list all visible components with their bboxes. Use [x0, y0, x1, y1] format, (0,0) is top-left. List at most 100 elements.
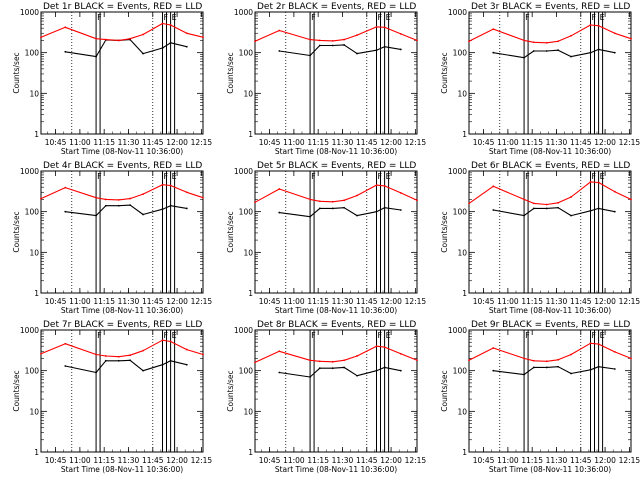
lld-data-point: [416, 199, 418, 202]
events-data-point: [104, 359, 107, 362]
y-tick-label: 10: [29, 407, 39, 416]
marker-E: E: [170, 12, 177, 134]
x-tick-label: 11:30: [546, 138, 568, 147]
events-data-point: [331, 367, 334, 370]
plot-frame: [468, 170, 632, 294]
x-tick-label: 11:30: [546, 297, 568, 306]
events-data-point: [185, 207, 188, 210]
lld-data-point: [597, 181, 600, 184]
marker-F: F: [309, 12, 316, 134]
lld-data-point: [104, 38, 107, 41]
x-tick-label: 12:00: [594, 297, 616, 306]
marker-F: F: [523, 12, 530, 134]
x-tick-label: 11:45: [356, 456, 378, 465]
marker-F: F: [376, 171, 383, 293]
x-tick-label: 12:00: [594, 138, 616, 147]
lld-data-point: [545, 360, 548, 363]
x-tick-label: 10:45: [259, 138, 281, 147]
marker-label: F: [378, 172, 383, 181]
lld-data-point: [630, 37, 632, 40]
y-tick-label: 10: [29, 248, 39, 257]
lld-data-point: [570, 353, 572, 356]
lld-data-point: [161, 22, 164, 25]
lld-data-point: [383, 26, 386, 29]
events-data-point: [570, 55, 572, 58]
lld-data-point: [64, 342, 67, 345]
plot-frame: [254, 170, 418, 294]
y-axis-title: Counts/sec: [440, 370, 449, 411]
y-axis-title: Counts/sec: [12, 52, 21, 93]
lld-data-point: [104, 355, 107, 357]
marker-F: F: [590, 330, 597, 452]
marker-label: E: [172, 13, 177, 22]
y-tick-label: 100: [453, 367, 468, 376]
events-series-line: [65, 39, 187, 58]
marker-F: F: [309, 171, 316, 293]
y-tick-label: 10: [29, 89, 39, 98]
y-tick-label: 1000: [234, 326, 253, 335]
marker-F: F: [376, 330, 383, 452]
x-tick-label: 10:45: [259, 456, 281, 465]
x-tick-label: 11:45: [356, 297, 378, 306]
x-tick-label: 11:45: [570, 456, 592, 465]
events-series-line: [279, 366, 401, 378]
x-axis-title: Start Time (08-Nov-11 10:36:00): [489, 147, 611, 156]
lld-data-point: [185, 191, 188, 194]
y-axis-title: Counts/sec: [440, 52, 449, 93]
events-data-point: [278, 211, 281, 214]
y-axis-title: Counts/sec: [226, 52, 235, 93]
lld-series-line: [468, 181, 632, 206]
x-tick-label: 12:15: [619, 456, 640, 465]
marker-E: E: [384, 12, 391, 134]
marker-label: F: [592, 331, 597, 340]
x-axis-title: Start Time (08-Nov-11 10:36:00): [489, 465, 611, 474]
marker-F: F: [95, 330, 102, 452]
events-data-point: [278, 50, 281, 52]
lld-data-point: [383, 346, 386, 348]
x-tick-label: 11:00: [497, 297, 519, 306]
marker-F: F: [95, 171, 102, 293]
x-tick-label: 11:30: [118, 138, 140, 147]
y-tick-label: 1000: [448, 8, 467, 17]
lld-data-point: [375, 184, 378, 187]
events-data-point: [169, 41, 172, 44]
marker-F: F: [590, 12, 597, 134]
x-tick-label: 11:15: [307, 297, 329, 306]
marker-F: F: [95, 12, 102, 134]
y-tick-label: 1000: [448, 167, 467, 176]
x-tick-label: 12:00: [380, 297, 402, 306]
x-axis-title: Start Time (08-Nov-11 10:36:00): [275, 147, 397, 156]
x-tick-label: 12:15: [191, 297, 213, 306]
marker-label: F: [97, 172, 102, 181]
marker-F: F: [162, 12, 169, 134]
lld-data-point: [202, 196, 204, 199]
lld-data-point: [117, 355, 120, 358]
events-data-point: [545, 366, 548, 369]
lld-data-point: [343, 38, 345, 41]
events-data-point: [169, 359, 172, 362]
lld-data-point: [375, 345, 378, 348]
events-data-point: [331, 44, 334, 47]
lld-data-point: [356, 194, 358, 197]
events-data-point: [142, 213, 144, 216]
events-data-point: [557, 49, 559, 52]
events-data-point: [95, 371, 97, 374]
lld-data-point: [523, 198, 525, 201]
detector-panel-3: Det 3r BLACK = Events, RED = LLD 1 10 100 10…: [440, 2, 640, 156]
events-data-point: [597, 365, 600, 368]
lld-data-point: [557, 201, 559, 204]
lld-data-point: [318, 39, 321, 42]
x-tick-label: 12:00: [166, 456, 188, 465]
y-tick-label: 1: [462, 130, 467, 139]
x-tick-label: 11:00: [69, 138, 91, 147]
y-tick-label: 100: [25, 49, 40, 58]
y-tick-label: 1: [462, 448, 467, 457]
x-axis-title: Start Time (08-Nov-11 10:36:00): [61, 147, 183, 156]
events-data-point: [383, 366, 386, 369]
plot-frame: [254, 11, 418, 135]
lld-data-point: [492, 347, 495, 349]
x-tick-label: 12:15: [619, 297, 640, 306]
lld-data-point: [416, 359, 418, 362]
events-data-point: [613, 368, 616, 370]
marker-label: F: [378, 13, 383, 22]
